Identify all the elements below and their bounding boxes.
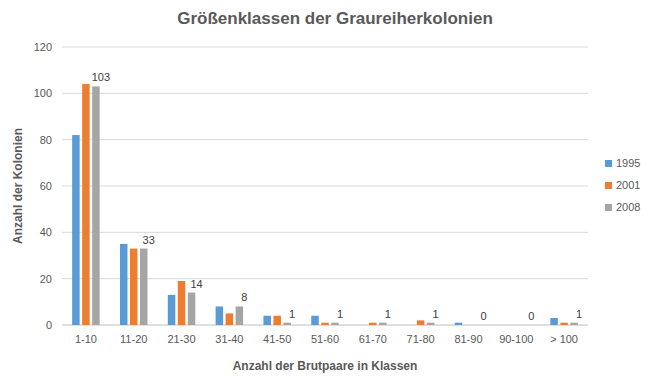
x-tick-label: 71-80: [407, 333, 435, 345]
bar: [92, 86, 100, 325]
bar: [475, 325, 483, 326]
title: Größenklassen der Graureiherkolonien: [177, 9, 493, 28]
bar: [570, 323, 578, 325]
data-label: 0: [480, 310, 486, 322]
x-tick-label: 11-20: [120, 333, 147, 345]
bar: [311, 316, 319, 325]
bar: [427, 323, 435, 325]
bar: [359, 325, 367, 326]
data-labels: 103 33 14 8 1 1 1 1 0 0 1: [92, 71, 582, 322]
legend-label: 2001: [616, 179, 640, 191]
bar: [550, 318, 558, 325]
data-label: 1: [337, 308, 343, 320]
data-label: 1: [385, 308, 391, 320]
x-axis-label: Anzahl der Brutpaare in Klassen: [233, 359, 418, 373]
bar: [168, 295, 176, 325]
bar: [523, 325, 531, 326]
bar: [560, 323, 568, 325]
chart: Größenklassen der Graureiherkolonien 0 20 4…: [0, 0, 650, 380]
bar: [321, 323, 329, 325]
bar: [130, 249, 138, 325]
data-label: 0: [528, 310, 534, 322]
grid-line: [62, 186, 588, 187]
bar: [369, 323, 377, 325]
legend-label: 1995: [616, 157, 640, 169]
legend-label: 2008: [616, 201, 640, 213]
bar: [417, 320, 425, 325]
bar: [513, 325, 521, 326]
bar: [82, 84, 90, 325]
x-tick-label: 41-50: [263, 333, 291, 345]
data-label: 14: [190, 278, 202, 290]
x-tick-label: 81-90: [454, 333, 482, 345]
y-axis-label: Anzahl der Kolonien: [11, 128, 25, 244]
y-tick-label: 60: [40, 180, 52, 192]
bar: [188, 293, 196, 325]
y-tick-label: 20: [40, 273, 52, 285]
bar: [331, 323, 339, 325]
bar: [140, 249, 148, 325]
y-tick-label: 0: [46, 319, 52, 331]
bar: [216, 306, 224, 325]
data-label: 1: [433, 308, 439, 320]
y-tick-label: 40: [40, 226, 52, 238]
bar: [236, 306, 244, 325]
legend: 1995 2001 2008: [605, 157, 640, 213]
bar: [263, 316, 271, 325]
y-tick-label: 80: [40, 134, 52, 146]
data-label: 103: [92, 71, 110, 83]
bar: [465, 325, 473, 326]
legend-swatch: [605, 182, 612, 189]
x-tick-label: 21-30: [167, 333, 195, 345]
data-label: 1: [289, 308, 295, 320]
bar: [226, 313, 234, 325]
x-tick-label: 90-100: [499, 333, 533, 345]
grid-line: [62, 139, 588, 140]
bar: [178, 281, 186, 325]
data-label: 8: [241, 291, 247, 303]
legend-swatch: [605, 160, 612, 167]
x-tick-label: > 100: [550, 333, 578, 345]
x-tick-label: 51-60: [311, 333, 339, 345]
grid-line: [62, 93, 588, 94]
y-tick-label: 120: [34, 41, 52, 53]
bar: [120, 244, 128, 325]
data-label: 1: [576, 308, 582, 320]
bar: [283, 323, 291, 325]
bar: [503, 325, 511, 326]
x-tick-label: 1-10: [75, 333, 97, 345]
x-tick-label: 31-40: [215, 333, 243, 345]
bars: [72, 84, 578, 325]
y-tick-label: 100: [34, 87, 52, 99]
grid-line: [62, 47, 588, 48]
data-label: 33: [143, 234, 155, 246]
x-tick-label: 61-70: [359, 333, 387, 345]
grid-line: [62, 232, 588, 233]
bar: [407, 325, 415, 326]
bar: [455, 323, 463, 325]
bar: [72, 135, 80, 325]
legend-swatch: [605, 204, 612, 211]
bar: [273, 316, 281, 325]
bar: [379, 323, 387, 325]
